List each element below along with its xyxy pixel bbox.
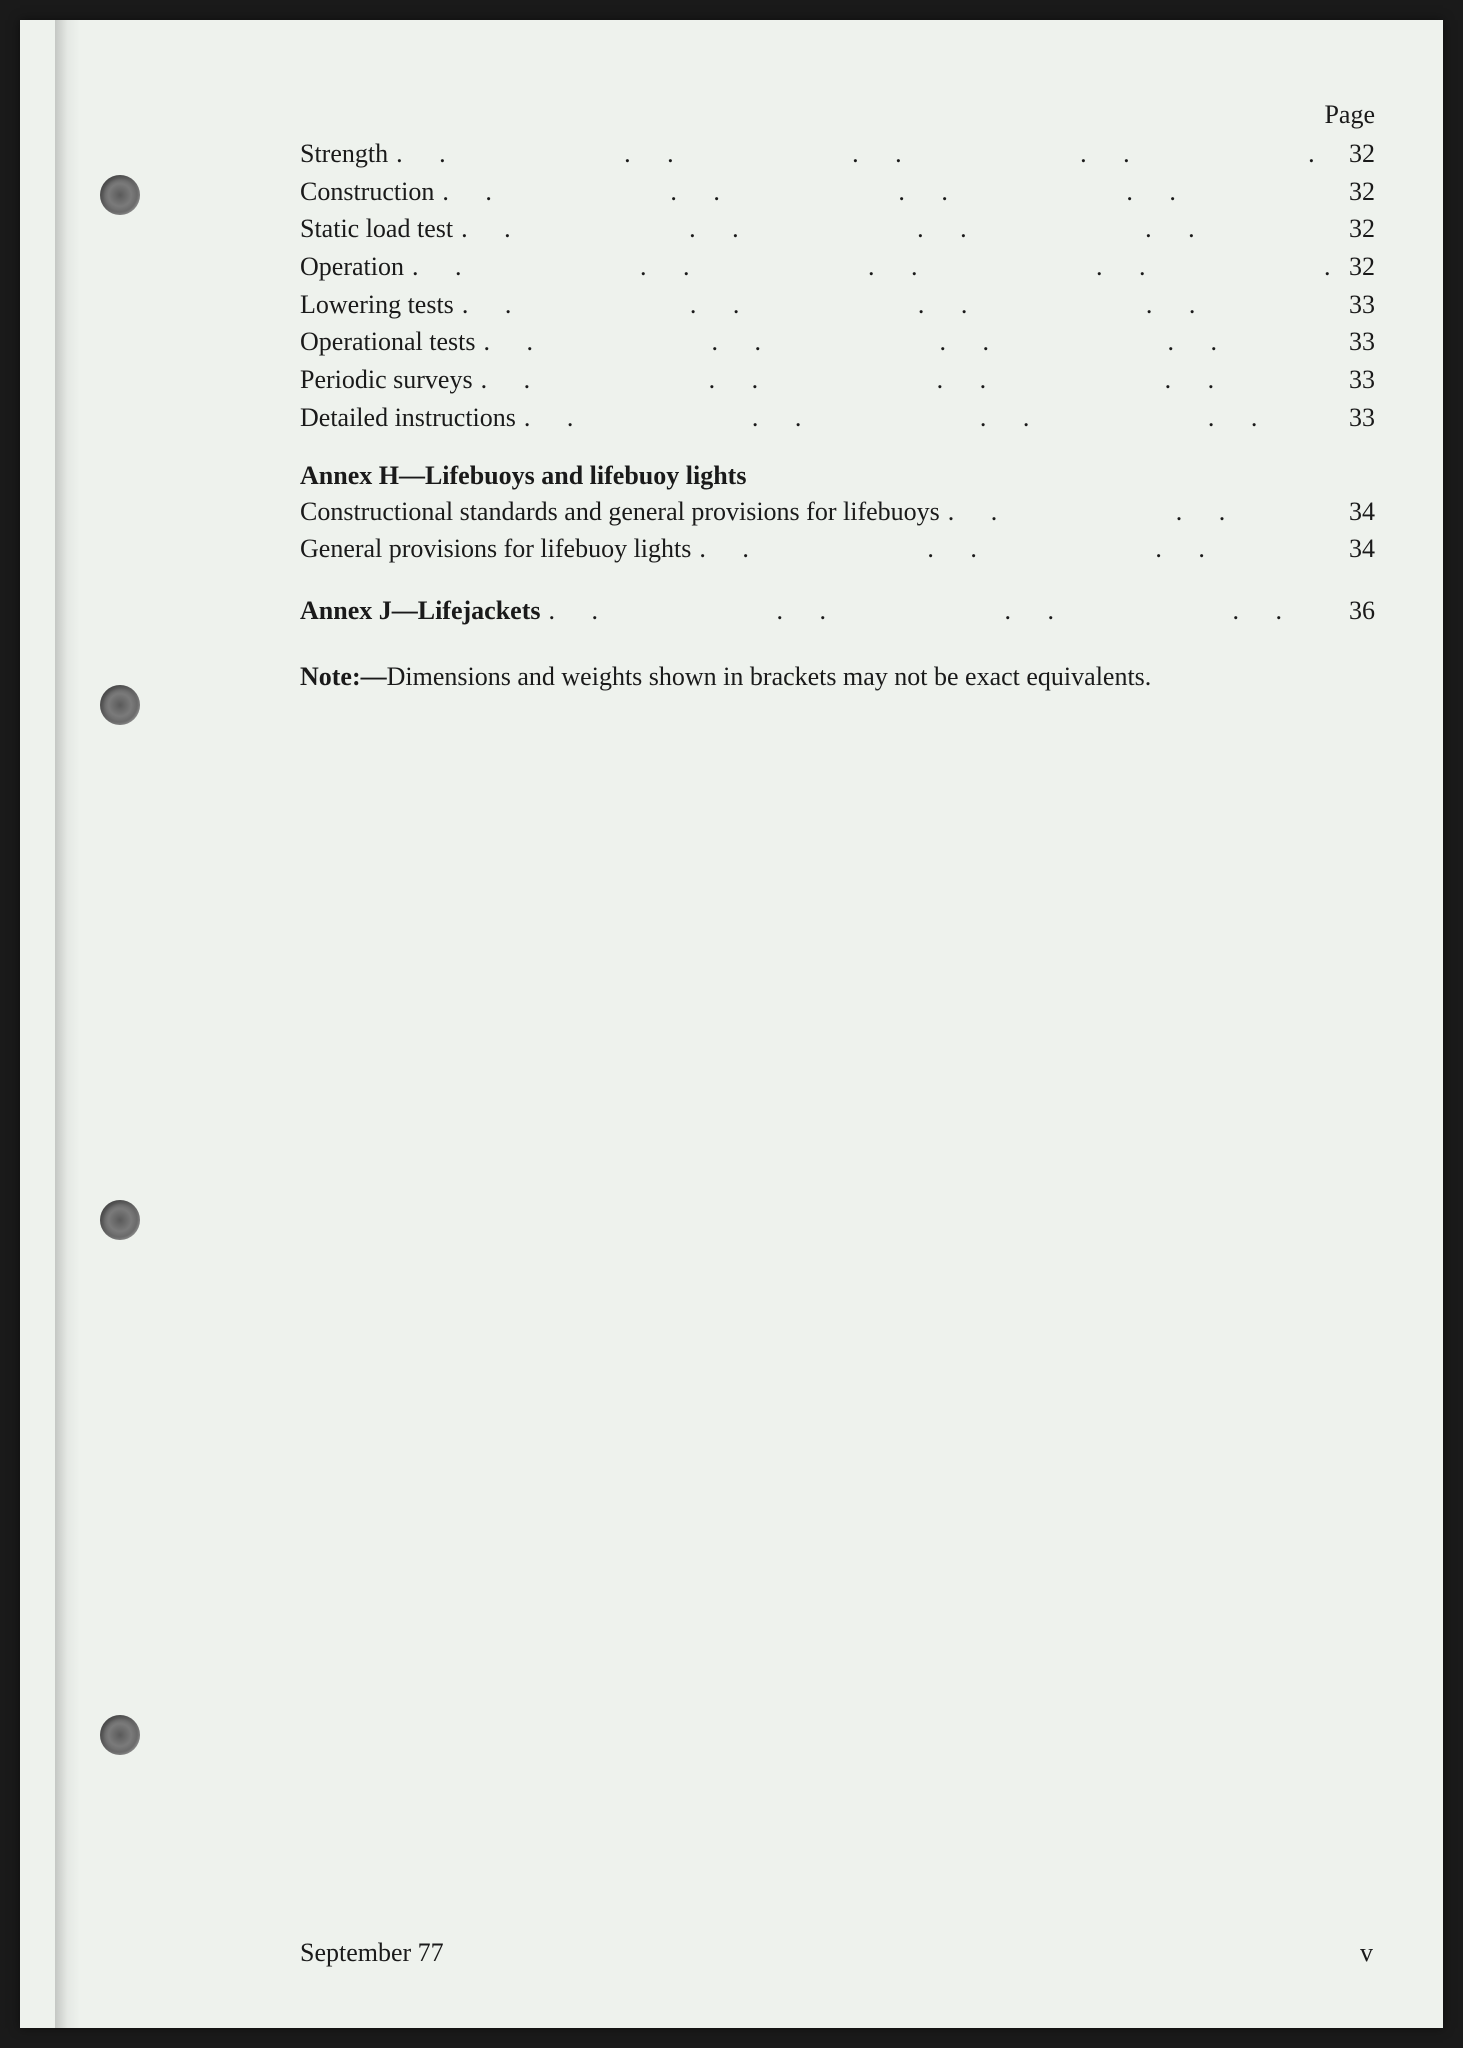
annex-j-heading: Annex J—Lifejackets [300, 592, 540, 630]
toc-page-number: 32 [1330, 210, 1390, 248]
toc-label: Construction [300, 173, 434, 211]
toc-label: Operation [300, 248, 404, 286]
toc-row: Annex J—Lifejackets 36 [300, 592, 1390, 630]
footer-page-roman: v [1360, 1938, 1383, 1968]
toc-page-number: 32 [1330, 135, 1390, 173]
toc-page-number: 32 [1330, 248, 1390, 286]
toc-leader-dots [404, 248, 1330, 286]
toc-label: Periodic surveys [300, 361, 473, 399]
toc-label: Lowering tests [300, 286, 454, 324]
toc-leader-dots [475, 323, 1330, 361]
toc-leader-dots [516, 399, 1330, 437]
toc-label: Static load test [300, 210, 453, 248]
toc-row: Operational tests 33 [300, 323, 1390, 361]
toc-leader-dots [540, 592, 1330, 630]
toc-leader-dots [453, 210, 1330, 248]
toc-page-number: 33 [1330, 286, 1390, 324]
toc-page-number: 36 [1330, 592, 1390, 630]
toc-leader-dots [691, 530, 1330, 568]
note-label: Note:— [300, 662, 387, 691]
punch-hole-icon [100, 1715, 140, 1755]
footer-date: September 77 [300, 1938, 444, 1968]
toc-row: Periodic surveys 33 [300, 361, 1390, 399]
punch-hole-icon [100, 175, 140, 215]
toc-row: Constructional standards and general pro… [300, 493, 1390, 531]
toc-page-number: 33 [1330, 399, 1390, 437]
document-page: Page Strength 32 Construction 32 Static … [20, 20, 1443, 2028]
toc-leader-dots [940, 493, 1330, 531]
note-body: Dimensions and weights shown in brackets… [387, 662, 1152, 691]
toc-row: Operation 32 [300, 248, 1390, 286]
toc-label: Operational tests [300, 323, 475, 361]
toc-label: Detailed instructions [300, 399, 516, 437]
toc-page-number: 33 [1330, 361, 1390, 399]
toc-label: Strength [300, 135, 388, 173]
toc-label: General provisions for lifebuoy lights [300, 530, 691, 568]
toc-leader-dots [434, 173, 1330, 211]
toc-page-number: 34 [1330, 530, 1390, 568]
page-footer: September 77 v [300, 1938, 1383, 1968]
toc-page-number: 33 [1330, 323, 1390, 361]
toc-row: Strength 32 [300, 135, 1390, 173]
punch-hole-icon [100, 1200, 140, 1240]
note-paragraph: Note:—Dimensions and weights shown in br… [300, 658, 1390, 696]
content-area: Page Strength 32 Construction 32 Static … [300, 100, 1390, 695]
toc-leader-dots [473, 361, 1330, 399]
toc-page-number: 34 [1330, 493, 1390, 531]
toc-row: Construction 32 [300, 173, 1390, 211]
toc-leader-dots [388, 135, 1330, 173]
toc-label: Constructional standards and general pro… [300, 493, 940, 531]
toc-row: Static load test 32 [300, 210, 1390, 248]
toc-row: General provisions for lifebuoy lights 3… [300, 530, 1390, 568]
toc-page-number: 32 [1330, 173, 1390, 211]
toc-row: Detailed instructions 33 [300, 399, 1390, 437]
punch-hole-icon [100, 685, 140, 725]
page-column-header: Page [300, 100, 1390, 130]
toc-leader-dots [454, 286, 1330, 324]
toc-row: Lowering tests 33 [300, 286, 1390, 324]
annex-h-heading: Annex H—Lifebuoys and lifebuoy lights [300, 461, 1390, 491]
